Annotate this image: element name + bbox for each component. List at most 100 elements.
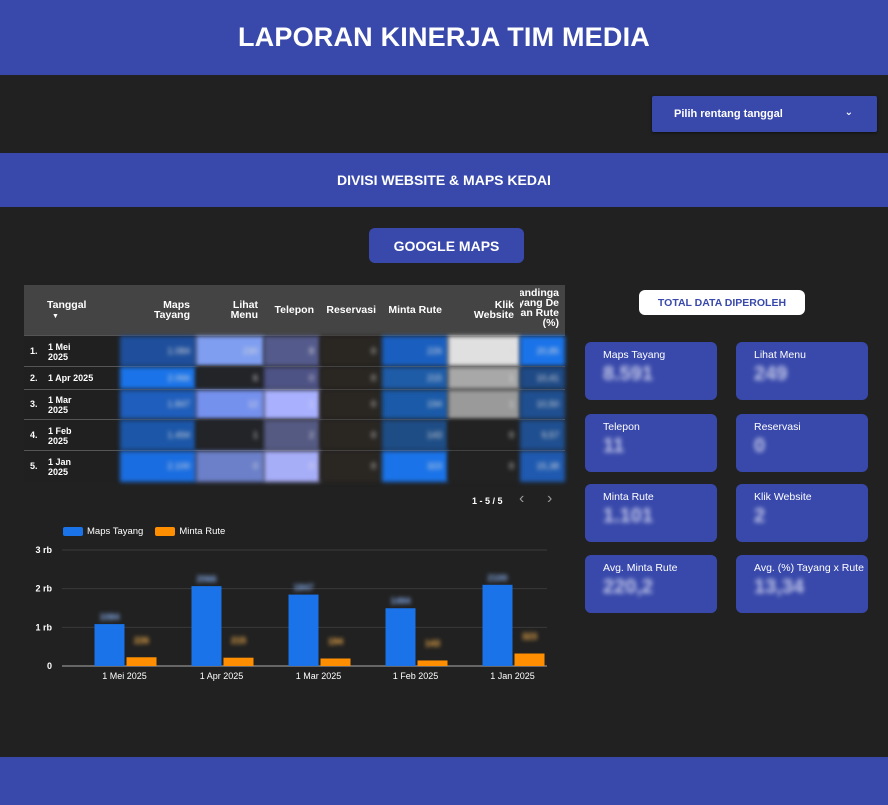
col-header-maps-tayang[interactable]: Maps Tayang — [120, 285, 196, 335]
table-cell: 0 — [320, 451, 382, 482]
row-date: 1 Mar 2025 — [48, 395, 72, 415]
section-banner: DIVISI WEBSITE & MAPS KEDAI — [0, 153, 888, 207]
table-cell: 12 — [196, 390, 264, 419]
table-cell: 0 — [448, 420, 520, 450]
table-row[interactable]: 3. 1 Mar 2025 1.847 12 1 0 194 1 10,50 — [24, 389, 565, 419]
cell-value: 2.100 — [167, 461, 190, 471]
card-reservasi: Reservasi 0 — [736, 414, 868, 472]
table-cell: 1 — [264, 390, 320, 419]
data-label-minta-rute: 226 — [134, 635, 149, 645]
card-telepon: Telepon 11 — [585, 414, 717, 472]
col-header-reservasi-label: Reservasi — [326, 304, 376, 316]
cell-value: 1.494 — [167, 429, 190, 440]
cell-value: 0 — [370, 345, 376, 356]
cell-value: 226 — [426, 345, 442, 356]
summary-title: TOTAL DATA DIPEROLEH — [639, 290, 805, 315]
card-klik-website: Klik Website 2 — [736, 484, 868, 542]
data-label-minta-rute: 215 — [231, 636, 246, 646]
cell-value: 0 — [508, 461, 514, 471]
row-number: 3. — [30, 399, 38, 409]
bar-minta-rute — [514, 653, 545, 666]
table-cell: 0 — [264, 367, 320, 389]
bar-minta-rute — [417, 660, 448, 666]
bar-minta-rute — [126, 657, 157, 666]
table-cell: 0 — [320, 420, 382, 450]
col-header-klik-website-label: Klik Website — [473, 299, 514, 321]
card-value: 13,34 — [754, 576, 805, 598]
row-number: 4. — [30, 429, 38, 440]
cell-value: 6 — [252, 372, 258, 383]
date-range-label: Pilih rentang tanggal — [674, 108, 783, 120]
chevron-down-icon: ⌄ — [844, 107, 853, 118]
col-header-lihat-menu[interactable]: Lihat Menu — [196, 285, 264, 335]
sort-down-icon: ▼ — [52, 313, 59, 320]
prev-page-icon[interactable]: ‹ — [519, 490, 525, 507]
table-row[interactable]: 2. 1 Apr 2025 2.066 6 0 0 215 1 10,41 — [24, 366, 565, 389]
cell-value: 12 — [247, 399, 258, 409]
col-header-lihat-menu-label: Lihat Menu — [230, 299, 258, 321]
table-cell: 9,57 — [520, 420, 565, 450]
table-cell: 15,38 — [520, 451, 565, 482]
legend-swatch-maps-tayang — [63, 527, 83, 536]
bar-maps-tayang — [385, 608, 416, 666]
card-label: Minta Rute — [603, 491, 654, 503]
col-header-perbandingan[interactable]: Perbandingan Tayang Dengan Rute (%) — [520, 285, 565, 335]
card-value: 8.591 — [603, 363, 654, 385]
page-title: LAPORAN KINERJA TIM MEDIA — [237, 22, 650, 52]
data-label-maps-tayang: 1084 — [99, 612, 119, 622]
table-row[interactable]: 5. 1 Jan 2025 2.100 0 0 0 323 0 15,38 — [24, 450, 565, 482]
legend-label-maps-tayang: Maps Tayang — [87, 526, 144, 537]
table-cell: 8 — [264, 336, 320, 366]
cell-value: 1 — [252, 429, 258, 440]
legend-label-minta-rute: Minta Rute — [179, 526, 226, 537]
card-label: Klik Website — [754, 491, 812, 503]
col-header-tanggal[interactable]: Tanggal ▼ — [24, 285, 120, 335]
bar-chart: 0 1 rb 2 rb 3 rb 1084 226 1 Mei 2025 2066 215 1 A… — [35, 545, 547, 681]
bar-maps-tayang — [482, 584, 513, 666]
table-cell: 1 — [196, 420, 264, 450]
google-maps-button[interactable]: GOOGLE MAPS — [369, 228, 524, 263]
cell-value: 0 — [370, 429, 376, 440]
table-cell: 1.494 — [120, 420, 196, 450]
cell-value: 20,85 — [536, 345, 559, 356]
cell-value: 10,50 — [536, 399, 559, 409]
legend-swatch-minta-rute — [155, 527, 176, 536]
col-header-reservasi[interactable]: Reservasi — [320, 285, 382, 335]
table-cell: 1.847 — [120, 390, 196, 419]
cell-value: 1.847 — [167, 399, 190, 409]
cell-value: 1 — [508, 372, 514, 383]
cell-value: 15,38 — [536, 461, 559, 471]
card-label: Telepon — [603, 421, 640, 433]
table-row[interactable]: 1. 1 Mei 2025 1.084 230 8 0 226 0 20,85 — [24, 335, 565, 366]
col-header-maps-tayang-label: Maps Tayang — [154, 299, 190, 321]
x-tick-label: 1 Feb 2025 — [393, 671, 439, 681]
pagination-label: 1 - 5 / 5 — [472, 496, 503, 506]
col-header-klik-website[interactable]: Klik Website — [448, 285, 520, 335]
cell-value: 2 — [308, 429, 314, 440]
col-header-minta-rute[interactable]: Minta Rute — [382, 285, 448, 335]
bar-maps-tayang — [191, 586, 222, 666]
date-range-dropdown[interactable]: Pilih rentang tanggal ⌄ — [652, 96, 877, 132]
next-page-icon[interactable]: › — [547, 490, 553, 507]
table-cell: 6 — [196, 367, 264, 389]
x-tick-label: 1 Mei 2025 — [102, 671, 147, 681]
data-label-maps-tayang: 2100 — [487, 573, 507, 583]
page-footer — [0, 757, 888, 805]
table-row[interactable]: 4. 1 Feb 2025 1.494 1 2 0 143 0 9,57 — [24, 419, 565, 450]
cell-value: 1 — [508, 399, 514, 409]
data-label-maps-tayang: 1494 — [390, 596, 410, 606]
bar-minta-rute — [223, 657, 254, 666]
table-cell: 0 — [448, 336, 520, 366]
col-header-telepon[interactable]: Telepon — [264, 285, 320, 335]
y-tick-label: 1 rb — [35, 622, 52, 632]
cell-value: 0 — [370, 399, 376, 409]
x-tick-label: 1 Mar 2025 — [296, 671, 342, 681]
data-label-minta-rute: 323 — [522, 632, 537, 642]
cell-value: 0 — [508, 429, 514, 440]
data-table: Tanggal ▼ Maps Tayang Lihat Menu Telepon… — [24, 285, 565, 482]
row-date: 1 Feb 2025 — [48, 425, 72, 446]
data-label-maps-tayang: 1847 — [293, 583, 313, 593]
card-label: Maps Tayang — [603, 349, 666, 361]
table-cell: 323 — [382, 451, 448, 482]
card-minta-rute: Minta Rute 1.101 — [585, 484, 717, 542]
